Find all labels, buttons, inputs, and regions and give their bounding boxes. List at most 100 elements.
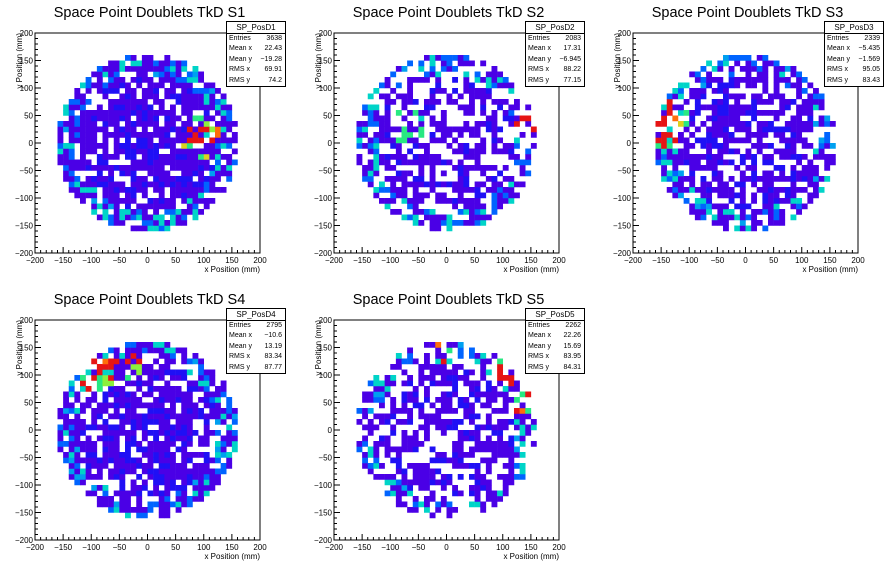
heat-cell — [452, 187, 459, 193]
heat-cell — [367, 380, 374, 387]
heat-cell — [74, 452, 81, 458]
heat-cell — [91, 419, 98, 425]
heat-cell — [424, 77, 430, 83]
heat-cell — [379, 419, 385, 425]
heat-cell — [119, 369, 126, 376]
heat-cell — [170, 110, 176, 116]
heat-cell — [181, 402, 188, 409]
heat-cell — [395, 126, 402, 133]
heat-cell — [102, 66, 109, 72]
heat-cell — [418, 126, 425, 133]
heat-cell — [480, 358, 487, 365]
heat-cell — [203, 457, 210, 464]
heat-cell — [717, 104, 724, 111]
heat-cell — [153, 143, 160, 149]
heat-cell — [706, 143, 713, 149]
heat-cell — [412, 137, 419, 144]
heat-cell — [57, 413, 64, 420]
x-tick-label: −150 — [54, 543, 73, 552]
heat-cell — [424, 496, 430, 502]
heat-cell — [181, 82, 188, 89]
heat-cell — [181, 220, 188, 226]
heat-cell — [519, 435, 526, 442]
heat-cell — [412, 358, 419, 365]
heat-cell — [508, 88, 515, 94]
heat-cell — [452, 375, 459, 381]
heat-cell — [96, 369, 103, 376]
heat-cell — [119, 490, 126, 497]
heat-cell — [80, 192, 86, 199]
stats-box: SP_PosD2 Entries 2083 Mean x 17.31 Mean y −6.9… — [525, 21, 585, 87]
heat-cell — [68, 424, 75, 431]
heat-cell — [424, 143, 430, 149]
heat-cell — [74, 159, 81, 166]
heat-cell — [125, 342, 131, 348]
y-tick-label: 50 — [323, 112, 332, 121]
heat-cell — [446, 126, 453, 133]
heat-cell — [373, 446, 380, 453]
heat-cell — [91, 408, 98, 414]
heat-cell — [661, 115, 668, 122]
heat-cell — [745, 132, 752, 138]
heat-cell — [390, 165, 397, 171]
x-tick-label: 100 — [795, 256, 809, 265]
heat-cell — [435, 99, 442, 105]
heat-cell — [773, 165, 780, 171]
heat-cell — [469, 452, 475, 458]
heat-cell — [672, 154, 679, 160]
heat-cell — [706, 71, 713, 78]
heat-cell — [711, 137, 718, 144]
heat-cell — [181, 88, 188, 94]
heat-cell — [158, 391, 165, 398]
y-tick-label: −200 — [613, 249, 632, 258]
heat-cell — [113, 358, 120, 365]
heat-cell — [203, 110, 210, 116]
heat-cell — [485, 391, 492, 398]
heat-cell — [779, 93, 786, 100]
heat-cell — [130, 55, 137, 61]
heat-cell — [706, 209, 713, 215]
heat-cell — [74, 375, 81, 381]
heat-cell — [181, 485, 188, 491]
heat-cell — [119, 126, 126, 133]
heat-cell — [203, 413, 210, 420]
heat-cell — [474, 463, 481, 469]
heat-cell — [424, 99, 430, 105]
heat-cell — [91, 132, 98, 138]
heat-cell — [125, 203, 131, 210]
heat-cell — [514, 386, 520, 392]
heat-cell — [113, 126, 120, 133]
heat-cell — [711, 99, 718, 105]
heat-cell — [474, 165, 481, 171]
heat-cell — [661, 165, 668, 171]
heat-cell — [63, 104, 70, 111]
heat-cell — [446, 380, 453, 387]
heat-cell — [192, 203, 199, 210]
heat-cell — [756, 66, 763, 72]
heat-cell — [130, 99, 137, 105]
heat-cell — [807, 181, 814, 188]
heat-cell — [418, 143, 425, 149]
heat-cell — [485, 115, 492, 122]
heat-cell — [469, 93, 475, 100]
heat-cell — [508, 457, 515, 464]
heat-cell — [164, 126, 171, 133]
heat-cell — [136, 369, 143, 376]
heat-cell — [181, 165, 188, 171]
heat-cell — [395, 110, 402, 116]
heat-cell — [694, 77, 701, 83]
heat-cell — [412, 507, 419, 513]
heat-cell — [164, 408, 171, 414]
heat-cell — [818, 121, 825, 127]
heat-cell — [768, 220, 774, 226]
heat-cell — [96, 143, 103, 149]
heat-cell — [153, 126, 160, 133]
heat-cell — [141, 115, 148, 122]
heat-cell — [181, 104, 188, 111]
heat-cell — [170, 468, 176, 475]
heat-cell — [491, 446, 498, 453]
heat-cell — [130, 507, 137, 513]
heat-cell — [203, 104, 210, 111]
heat-cell — [480, 369, 487, 376]
